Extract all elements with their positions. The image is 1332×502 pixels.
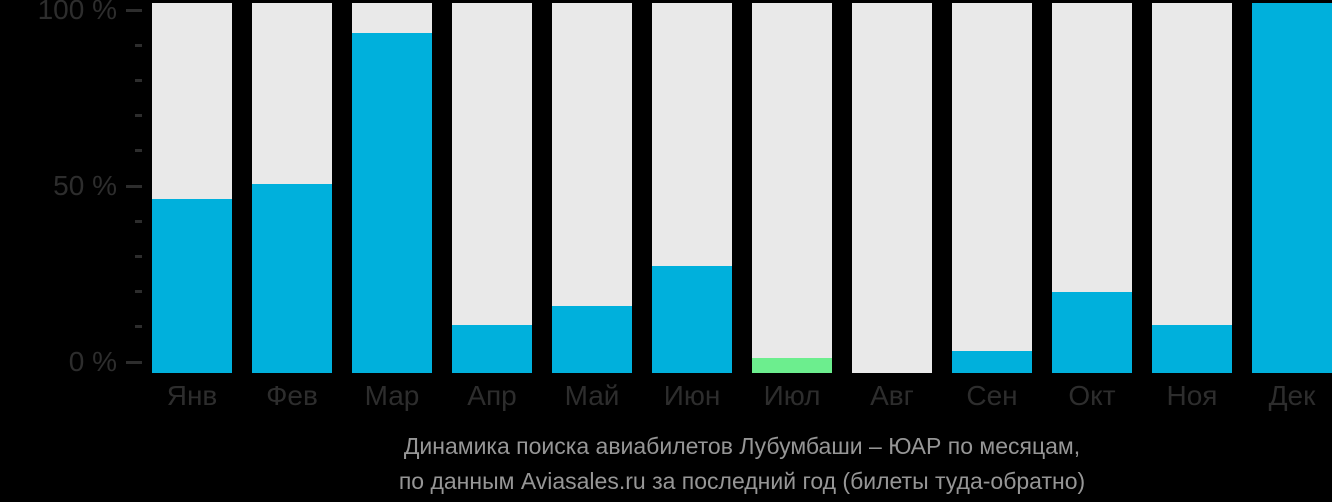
x-tick-label-Апр: Апр [467, 380, 517, 411]
bar-track-Фев [252, 3, 332, 373]
bar-track-Мар [352, 3, 432, 373]
bar-track-Июл [752, 3, 832, 373]
x-tick-label-Авг: Авг [870, 380, 914, 411]
bar-Июл[interactable] [752, 358, 832, 373]
bar-Дек[interactable] [1252, 3, 1332, 373]
y-axis-tick [126, 184, 142, 188]
y-axis-tick [135, 219, 142, 223]
y-axis-tick [135, 43, 142, 47]
x-tick-label-Сен: Сен [966, 380, 1018, 411]
bar-track-Янв [152, 3, 232, 373]
bar-Июн[interactable] [652, 266, 732, 373]
chart-subtitle: по данным Aviasales.ru за последний год … [398, 468, 1086, 494]
bar-track-Апр [452, 3, 532, 373]
x-tick-label-Янв: Янв [166, 380, 218, 411]
bar-track-Май [552, 3, 632, 373]
bar-track-Авг [852, 3, 932, 373]
y-axis-tick [135, 290, 142, 294]
y-axis-tick [135, 114, 142, 118]
chart-title: Динамика поиска авиабилетов Лубумбаши – … [403, 433, 1081, 459]
y-axis-tick [135, 78, 142, 82]
x-tick-label-Дек: Дек [1268, 380, 1316, 411]
bar-Фев[interactable] [252, 184, 332, 373]
x-tick-label-Июн: Июн [663, 380, 721, 411]
y-axis-tick [135, 254, 142, 258]
bar-track-Июн [652, 3, 732, 373]
bar-Ноя[interactable] [1152, 325, 1232, 373]
y-axis-tick [126, 8, 142, 12]
y-axis-label-0: 0 % [68, 346, 117, 377]
x-tick-label-Ноя: Ноя [1166, 380, 1218, 411]
bar-Сен[interactable] [952, 351, 1032, 373]
bar-Май[interactable] [552, 306, 632, 373]
bar-Янв[interactable] [152, 199, 232, 373]
bar-track-Сен [952, 3, 1032, 373]
y-axis-tick [135, 325, 142, 329]
bar-Апр[interactable] [452, 325, 532, 373]
x-tick-label-Фев: Фев [266, 380, 318, 411]
bar-track-Окт [1052, 3, 1132, 373]
y-axis-tick [135, 149, 142, 153]
bar-track-Ноя [1152, 3, 1232, 373]
bar-Окт[interactable] [1052, 292, 1132, 373]
y-axis-tick [126, 360, 142, 364]
x-tick-label-Май: Май [564, 380, 620, 411]
x-tick-label-Мар: Мар [364, 380, 420, 411]
y-axis-label-50: 50 % [53, 170, 117, 201]
bar-Мар[interactable] [352, 33, 432, 373]
y-axis-label-100: 100 % [37, 0, 117, 25]
bar-track-Дек [1252, 3, 1332, 373]
x-tick-label-Июл: Июл [763, 380, 821, 411]
x-tick-label-Окт: Окт [1068, 380, 1116, 411]
